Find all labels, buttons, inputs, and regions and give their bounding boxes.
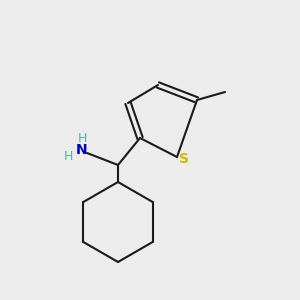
Text: S: S xyxy=(179,152,189,166)
Text: N: N xyxy=(76,143,88,157)
Text: H: H xyxy=(77,131,87,145)
Text: H: H xyxy=(63,149,73,163)
